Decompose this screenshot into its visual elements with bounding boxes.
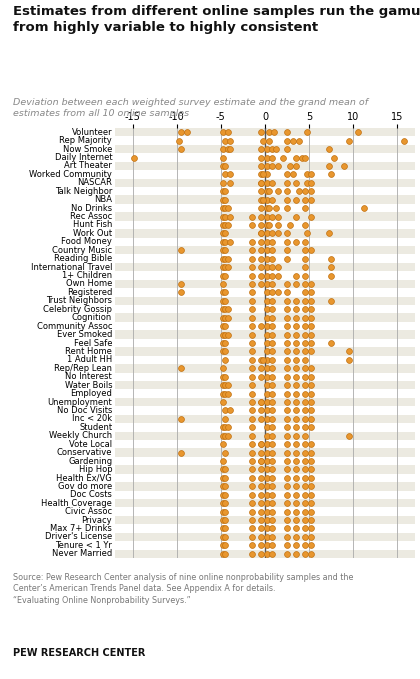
Bar [115,347,415,356]
Text: PEW RESEARCH CENTER: PEW RESEARCH CENTER [13,648,145,658]
Bar [115,297,415,305]
Bar [115,246,415,255]
Text: Source: Pew Research Center analysis of nine online nonprobability samples and t: Source: Pew Research Center analysis of … [13,573,353,605]
Bar [115,128,415,136]
Bar [115,263,415,272]
Bar [115,482,415,490]
Bar [115,465,415,474]
Bar [115,179,415,187]
Bar [115,162,415,170]
Text: Estimates from different online samples run the gamut
from highly variable to hi: Estimates from different online samples … [13,5,420,34]
Bar [115,314,415,322]
Bar [115,549,415,558]
Bar [115,196,415,204]
Bar [115,448,415,457]
Bar [115,364,415,373]
Bar [115,280,415,288]
Bar [115,331,415,339]
Bar [115,145,415,153]
Bar [115,398,415,406]
Bar [115,516,415,524]
Bar [115,213,415,221]
Bar [115,432,415,440]
Text: Deviation between each weighted survey estimate and the grand mean of
estimates : Deviation between each weighted survey e… [13,98,368,118]
Bar [115,381,415,389]
Bar [115,499,415,507]
Bar [115,415,415,423]
Bar [115,230,415,238]
Bar [115,533,415,541]
